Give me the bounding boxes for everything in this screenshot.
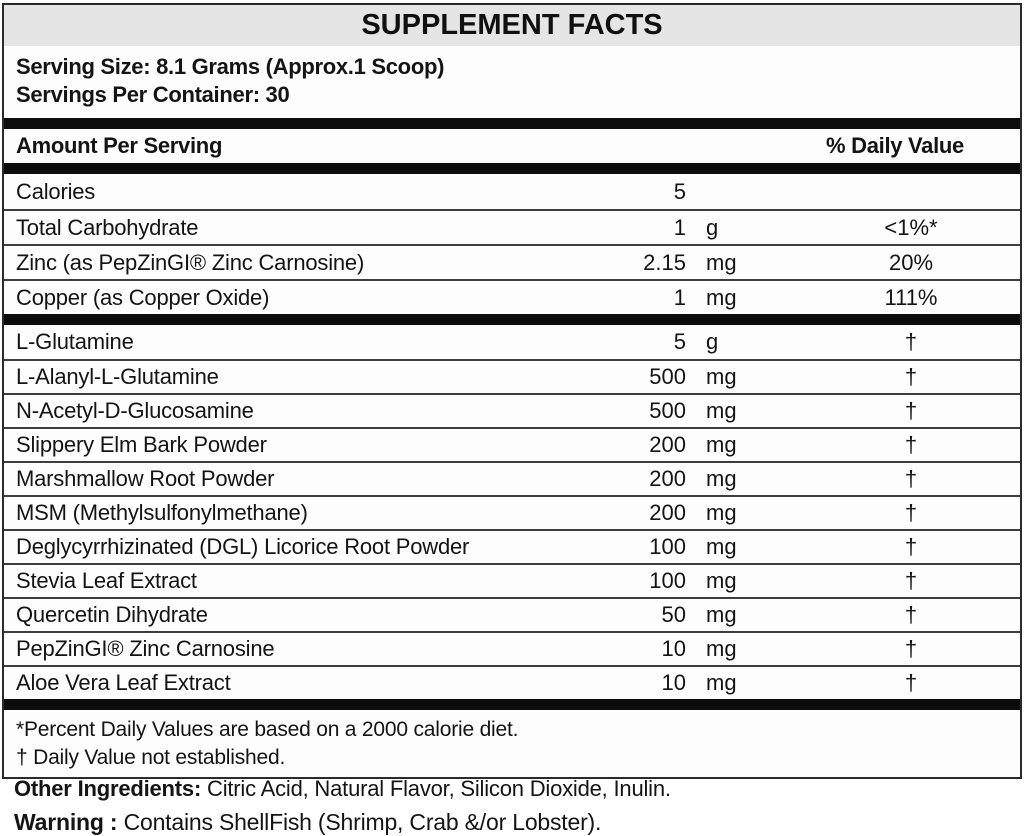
row-name: Quercetin Dihydrate	[16, 602, 208, 627]
dv-not-established-footnote: † Daily Value not established.	[16, 746, 286, 769]
table-row: Zinc (as PepZinGI® Zinc Carnosine) 2.15 mg…	[4, 244, 1020, 279]
ingredient-rows: L-Glutamine 5 g † L-Alanyl-L-Glutamine 500 mg †…	[4, 325, 1020, 699]
row-daily-value: †	[904, 432, 918, 457]
row-unit: mg	[706, 249, 737, 275]
row-unit: mg	[706, 466, 737, 491]
row-unit: g	[706, 329, 719, 354]
title-band: SUPPLEMENT FACTS	[4, 5, 1020, 46]
table-row: Calories 5	[4, 174, 1020, 209]
nutrient-rows: Calories 5 Total Carbohydrate 1 g <1%* Zinc (a…	[4, 174, 1020, 314]
servings-per-container: Servings Per Container: 30	[16, 82, 290, 107]
row-unit: mg	[706, 534, 737, 559]
row-name: Aloe Vera Leaf Extract	[16, 670, 231, 695]
table-header-row: Amount Per Serving % Daily Value	[4, 129, 1020, 163]
row-name: Stevia Leaf Extract	[16, 568, 197, 593]
amount-per-serving-header: Amount Per Serving	[16, 133, 223, 158]
table-row: L-Alanyl-L-Glutamine 500 mg †	[4, 359, 1020, 393]
table-row: Marshmallow Root Powder 200 mg †	[4, 461, 1020, 495]
row-name: Zinc (as PepZinGI® Zinc Carnosine)	[16, 249, 365, 275]
row-name: Total Carbohydrate	[16, 214, 199, 240]
row-unit: mg	[706, 602, 737, 627]
row-amount: 2.15	[643, 249, 686, 275]
row-unit: mg	[706, 568, 737, 593]
serving-size: Serving Size: 8.1 Grams (Approx.1 Scoop)	[16, 54, 445, 79]
warning-label: Warning :	[14, 809, 118, 835]
row-unit: mg	[706, 432, 737, 457]
separator-bar	[4, 163, 1020, 174]
warning-text: Contains ShellFish (Shrimp, Crab &/or Lo…	[117, 809, 602, 835]
serving-info: Serving Size: 8.1 Grams (Approx.1 Scoop)…	[4, 46, 1020, 118]
row-amount: 10	[661, 636, 686, 661]
row-daily-value: †	[904, 534, 918, 559]
row-unit: mg	[706, 398, 737, 423]
row-unit: mg	[706, 500, 737, 525]
row-unit: mg	[706, 670, 737, 695]
row-amount: 500	[649, 398, 686, 423]
row-unit: mg	[706, 284, 737, 310]
row-name: Slippery Elm Bark Powder	[16, 432, 267, 457]
table-row: Quercetin Dihydrate 50 mg †	[4, 597, 1020, 631]
row-daily-value: †	[904, 398, 918, 423]
percent-dv-footnote: *Percent Daily Values are based on a 200…	[16, 718, 519, 741]
facts-panel: SUPPLEMENT FACTS Serving Size: 8.1 Grams…	[2, 3, 1022, 779]
table-row: PepZinGI® Zinc Carnosine 10 mg †	[4, 631, 1020, 665]
table-row: Slippery Elm Bark Powder 200 mg †	[4, 427, 1020, 461]
table-row: L-Glutamine 5 g †	[4, 325, 1020, 359]
other-ingredients-text: Citric Acid, Natural Flavor, Silicon Dio…	[201, 776, 671, 801]
row-daily-value: †	[904, 500, 918, 525]
row-name: Copper (as Copper Oxide)	[16, 284, 270, 310]
row-name: Calories	[16, 178, 96, 204]
below-panel-text: Other Ingredients: Citric Acid, Natural …	[2, 775, 1018, 836]
other-ingredients-label: Other Ingredients:	[14, 776, 202, 801]
row-unit: mg	[706, 636, 737, 661]
separator-bar	[4, 699, 1020, 710]
row-unit: mg	[706, 364, 737, 389]
row-name: Marshmallow Root Powder	[16, 466, 275, 491]
row-unit: g	[706, 214, 719, 240]
row-daily-value: †	[904, 364, 918, 389]
table-row: MSM (Methylsulfonylmethane) 200 mg †	[4, 495, 1020, 529]
table-row: Copper (as Copper Oxide) 1 mg 111%	[4, 279, 1020, 314]
table-row: Total Carbohydrate 1 g <1%*	[4, 209, 1020, 244]
row-daily-value: †	[904, 602, 918, 627]
row-amount: 5	[673, 329, 686, 354]
row-amount: 200	[649, 432, 686, 457]
warning-line: Warning : Contains ShellFish (Shrimp, Cr…	[2, 808, 1018, 836]
table-row: Stevia Leaf Extract 100 mg †	[4, 563, 1020, 597]
row-daily-value: †	[904, 329, 918, 354]
row-name: Deglycyrrhizinated (DGL) Licorice Root P…	[16, 534, 470, 559]
footnotes: *Percent Daily Values are based on a 200…	[4, 710, 1020, 777]
row-amount: 100	[649, 568, 686, 593]
row-daily-value: 20%	[888, 249, 934, 275]
row-amount: 100	[649, 534, 686, 559]
row-name: L-Alanyl-L-Glutamine	[16, 364, 219, 389]
separator-bar	[4, 118, 1020, 129]
panel-title: SUPPLEMENT FACTS	[361, 9, 663, 41]
separator-bar	[4, 314, 1020, 325]
row-daily-value: †	[904, 670, 918, 695]
row-name: N-Acetyl-D-Glucosamine	[16, 398, 254, 423]
row-amount: 500	[649, 364, 686, 389]
table-row: Aloe Vera Leaf Extract 10 mg †	[4, 665, 1020, 699]
row-name: MSM (Methylsulfonylmethane)	[16, 500, 308, 525]
table-row: N-Acetyl-D-Glucosamine 500 mg †	[4, 393, 1020, 427]
other-ingredients-line: Other Ingredients: Citric Acid, Natural …	[2, 775, 1018, 802]
row-amount: 200	[649, 466, 686, 491]
daily-value-header: % Daily Value	[826, 133, 964, 158]
row-amount: 10	[661, 670, 686, 695]
row-daily-value: 111%	[884, 284, 938, 310]
row-daily-value: †	[904, 466, 918, 491]
row-amount: 50	[661, 602, 686, 627]
row-name: L-Glutamine	[16, 329, 134, 354]
row-amount: 1	[673, 284, 686, 310]
row-amount: 200	[649, 500, 686, 525]
row-amount: 1	[673, 214, 686, 240]
row-daily-value: <1%*	[884, 214, 938, 240]
row-name: PepZinGI® Zinc Carnosine	[16, 636, 275, 661]
row-amount: 5	[673, 178, 686, 204]
table-row: Deglycyrrhizinated (DGL) Licorice Root P…	[4, 529, 1020, 563]
row-daily-value: †	[904, 568, 918, 593]
row-daily-value: †	[904, 636, 918, 661]
